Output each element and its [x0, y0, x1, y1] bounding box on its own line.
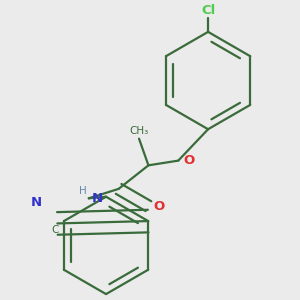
Text: O: O	[153, 200, 164, 213]
Text: O: O	[183, 154, 194, 167]
Text: N: N	[31, 196, 42, 209]
Text: CH₃: CH₃	[129, 125, 148, 136]
Text: H: H	[80, 186, 87, 196]
Text: Cl: Cl	[201, 4, 215, 17]
Text: N: N	[91, 192, 102, 205]
Text: C: C	[52, 225, 59, 235]
